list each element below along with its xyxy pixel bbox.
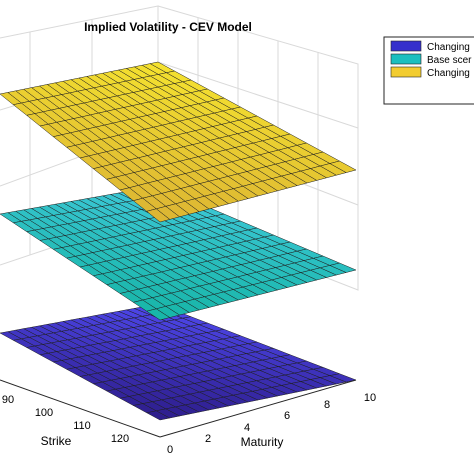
surface-2 <box>0 185 357 321</box>
maturity-tick-label: 6 <box>284 410 290 422</box>
chart-title: Implied Volatility - CEV Model <box>84 20 252 34</box>
strike-tick-label: 120 <box>111 433 129 445</box>
maturity-tick-label: 8 <box>324 399 330 411</box>
surface-cell <box>329 160 357 173</box>
axes <box>0 379 357 438</box>
strike-ticks: 90 100 110 120 <box>2 394 129 445</box>
grid-line <box>157 61 359 129</box>
strike-tick-label: 90 <box>2 394 14 406</box>
maturity-tick-label: 4 <box>244 422 250 434</box>
legend-swatch <box>390 40 422 52</box>
strike-tick-label: 110 <box>73 420 91 432</box>
legend: Changing Base scer Changing <box>383 36 474 105</box>
legend-label: Base scer <box>427 55 472 66</box>
surface-3 <box>0 61 357 223</box>
legend-label: Changing <box>427 42 470 53</box>
legend-swatch <box>390 66 422 78</box>
maturity-tick-label: 0 <box>167 444 173 456</box>
maturity-tick-label: 10 <box>364 392 376 404</box>
legend-swatch <box>390 53 422 65</box>
maturity-axis-line <box>159 379 357 438</box>
surface-1 <box>0 303 357 421</box>
surface-cell <box>329 262 357 273</box>
maturity-ticks: 0 2 4 6 8 10 <box>167 392 376 456</box>
surfaces <box>0 61 357 421</box>
y-axis-label: Maturity <box>241 435 284 449</box>
x-axis-label: Strike <box>41 434 72 448</box>
strike-axis-line <box>0 379 161 438</box>
legend-label: Changing <box>427 68 470 79</box>
maturity-tick-label: 2 <box>205 433 211 445</box>
strike-tick-label: 100 <box>35 407 53 419</box>
